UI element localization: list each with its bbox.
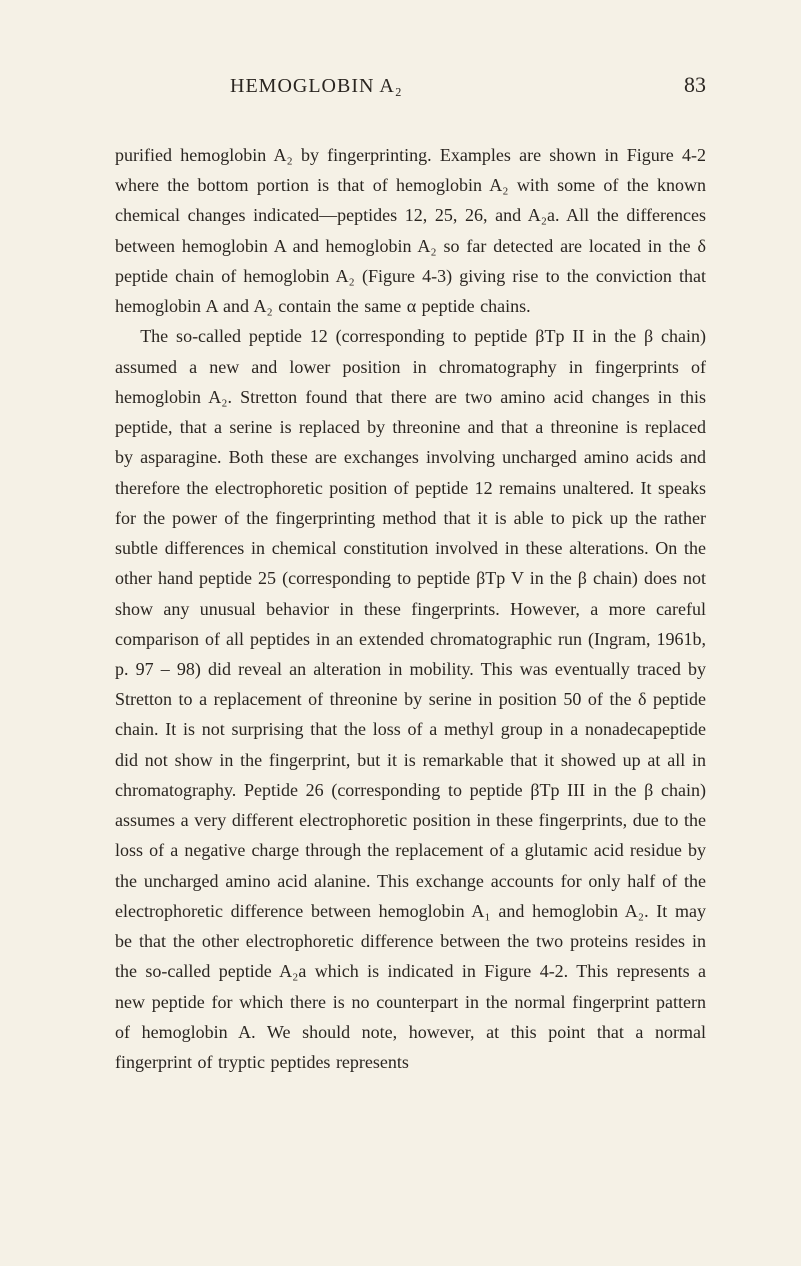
page-header: HEMOGLOBIN A₂ 83 <box>115 72 706 98</box>
page-number: 83 <box>684 72 706 98</box>
body-text: purified hemoglobin A₂ by fingerprinting… <box>115 140 706 1077</box>
paragraph-1: purified hemoglobin A₂ by fingerprinting… <box>115 140 706 321</box>
paragraph-2: The so-called peptide 12 (corresponding … <box>115 321 706 1077</box>
header-title: HEMOGLOBIN A₂ <box>230 75 403 98</box>
